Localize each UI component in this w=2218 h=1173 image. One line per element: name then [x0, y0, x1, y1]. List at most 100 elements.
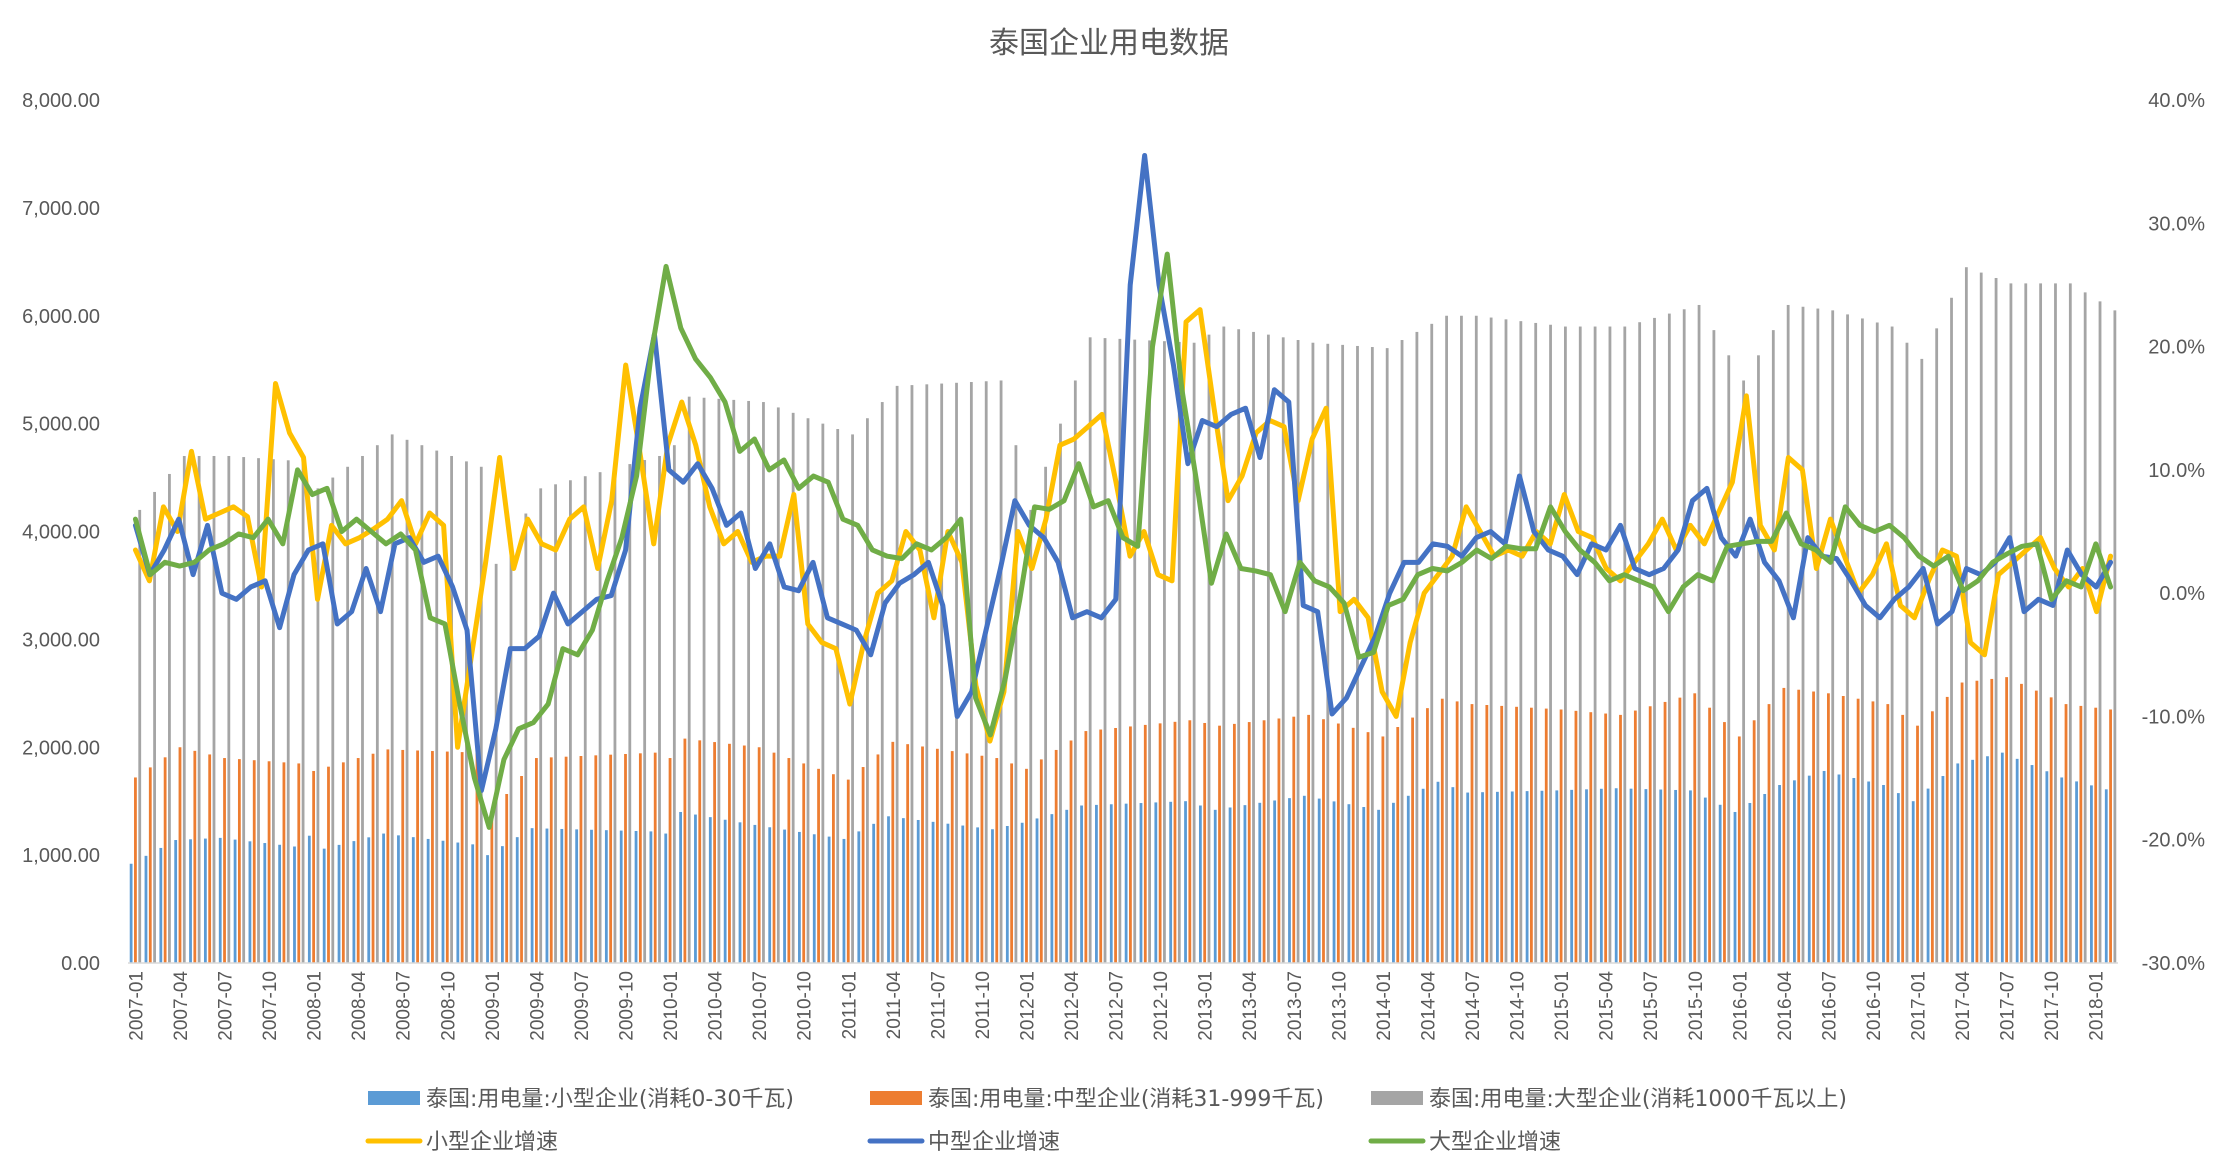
- bar-medium: [965, 753, 969, 963]
- bar-medium: [193, 750, 197, 963]
- bar-medium: [1366, 732, 1370, 963]
- bar-large: [390, 434, 394, 963]
- bar-medium: [846, 779, 850, 963]
- bar-large: [212, 455, 216, 963]
- x-tick-label: 2014-04: [1418, 971, 1439, 1041]
- bar-medium: [1871, 701, 1875, 963]
- bar-large: [1237, 329, 1241, 964]
- bar-medium: [416, 750, 419, 963]
- bar-large: [806, 418, 810, 964]
- bar-small: [486, 855, 489, 964]
- bar-large: [1519, 321, 1523, 963]
- bar-small: [1095, 804, 1098, 963]
- bar-small: [590, 829, 593, 963]
- bar-small: [1332, 801, 1336, 963]
- bar-medium: [475, 752, 479, 963]
- bar-medium: [1247, 722, 1251, 963]
- bar-small: [634, 830, 638, 963]
- bar-medium: [1782, 687, 1786, 963]
- bar-medium: [713, 742, 716, 963]
- y-left-tick-label: 0.00: [61, 953, 100, 975]
- bar-large: [494, 563, 498, 963]
- bar-small: [1466, 792, 1470, 963]
- bar-small: [768, 827, 772, 963]
- bar-large: [405, 439, 409, 963]
- bar-medium: [1500, 705, 1504, 963]
- bar-large: [658, 455, 661, 963]
- x-tick-label: 2014-10: [1508, 971, 1529, 1041]
- bar-small: [189, 839, 192, 963]
- bar-medium: [1901, 714, 1905, 963]
- bar-large: [999, 380, 1003, 964]
- bar-medium: [148, 767, 152, 963]
- bar-medium: [1812, 691, 1815, 963]
- legend-label: 中型企业增速: [928, 1130, 1060, 1155]
- bar-large: [271, 459, 275, 963]
- bar-large: [316, 488, 320, 963]
- bar-small: [1258, 802, 1262, 963]
- bar-medium: [1426, 708, 1429, 963]
- bar-large: [1593, 326, 1597, 963]
- bar-large: [687, 396, 691, 963]
- bar-small: [1362, 807, 1366, 963]
- bar-small: [500, 846, 504, 963]
- bar-medium: [1322, 719, 1325, 963]
- bar-large: [182, 455, 186, 963]
- y-left-tick-label: 8,000.00: [22, 90, 100, 112]
- x-tick-label: 2007-10: [260, 971, 281, 1041]
- x-tick-label: 2012-07: [1107, 971, 1128, 1041]
- bar-small: [1169, 801, 1173, 963]
- x-tick-label: 2016-10: [1864, 971, 1885, 1041]
- x-tick-label: 2015-07: [1641, 971, 1662, 1041]
- x-tick-label: 2008-07: [394, 971, 415, 1041]
- legend-label: 泰国:用电量:大型企业(消耗1000千瓦以上): [1429, 1087, 1847, 1112]
- bar-medium: [445, 751, 449, 963]
- bar-small: [352, 841, 356, 963]
- bar-large: [702, 397, 706, 963]
- bar-large: [1445, 315, 1448, 963]
- bar-small: [1525, 791, 1529, 963]
- x-tick-label: 2017-07: [1998, 971, 2019, 1041]
- bar-small: [2045, 771, 2049, 963]
- bar-large: [732, 399, 736, 963]
- bar-large: [613, 468, 617, 963]
- bar-large: [2083, 292, 2087, 963]
- bar-large: [2068, 283, 2072, 963]
- bar-small: [1481, 792, 1484, 963]
- bar-medium: [1975, 680, 1979, 963]
- bar-medium: [297, 763, 301, 963]
- bar-medium: [1990, 678, 1994, 963]
- bar-small: [2015, 758, 2019, 963]
- bar-medium: [2094, 707, 2098, 963]
- bar-large: [227, 455, 231, 963]
- bar-small: [1139, 803, 1143, 963]
- bar-large: [1875, 322, 1879, 963]
- bar-large: [643, 460, 647, 963]
- bar-medium: [237, 759, 241, 963]
- bar-medium: [282, 762, 286, 963]
- bar-small: [263, 843, 267, 963]
- bar-medium: [2020, 683, 2023, 963]
- bar-medium: [1381, 736, 1385, 963]
- x-tick-label: 2007-04: [171, 971, 192, 1041]
- bar-small: [1302, 795, 1306, 963]
- y-right-tick-label: -30.0%: [2142, 953, 2206, 975]
- x-tick-label: 2013-07: [1285, 971, 1306, 1041]
- bar-small: [604, 830, 608, 963]
- bar-medium: [1025, 768, 1028, 963]
- bar-large: [509, 538, 513, 963]
- bar-large: [1474, 315, 1478, 963]
- bar-small: [872, 823, 876, 963]
- bar-small: [530, 828, 534, 963]
- bar-large: [1653, 317, 1656, 963]
- y-left-tick-label: 1,000.00: [22, 845, 100, 867]
- bar-medium: [1678, 697, 1682, 963]
- bar-small: [575, 829, 579, 963]
- x-tick-label: 2009-07: [572, 971, 593, 1041]
- bar-large: [465, 461, 468, 963]
- bar-medium: [267, 761, 271, 963]
- bar-medium: [891, 741, 895, 963]
- bar-medium: [1530, 707, 1533, 963]
- bar-small: [174, 840, 178, 963]
- bar-small: [144, 855, 148, 963]
